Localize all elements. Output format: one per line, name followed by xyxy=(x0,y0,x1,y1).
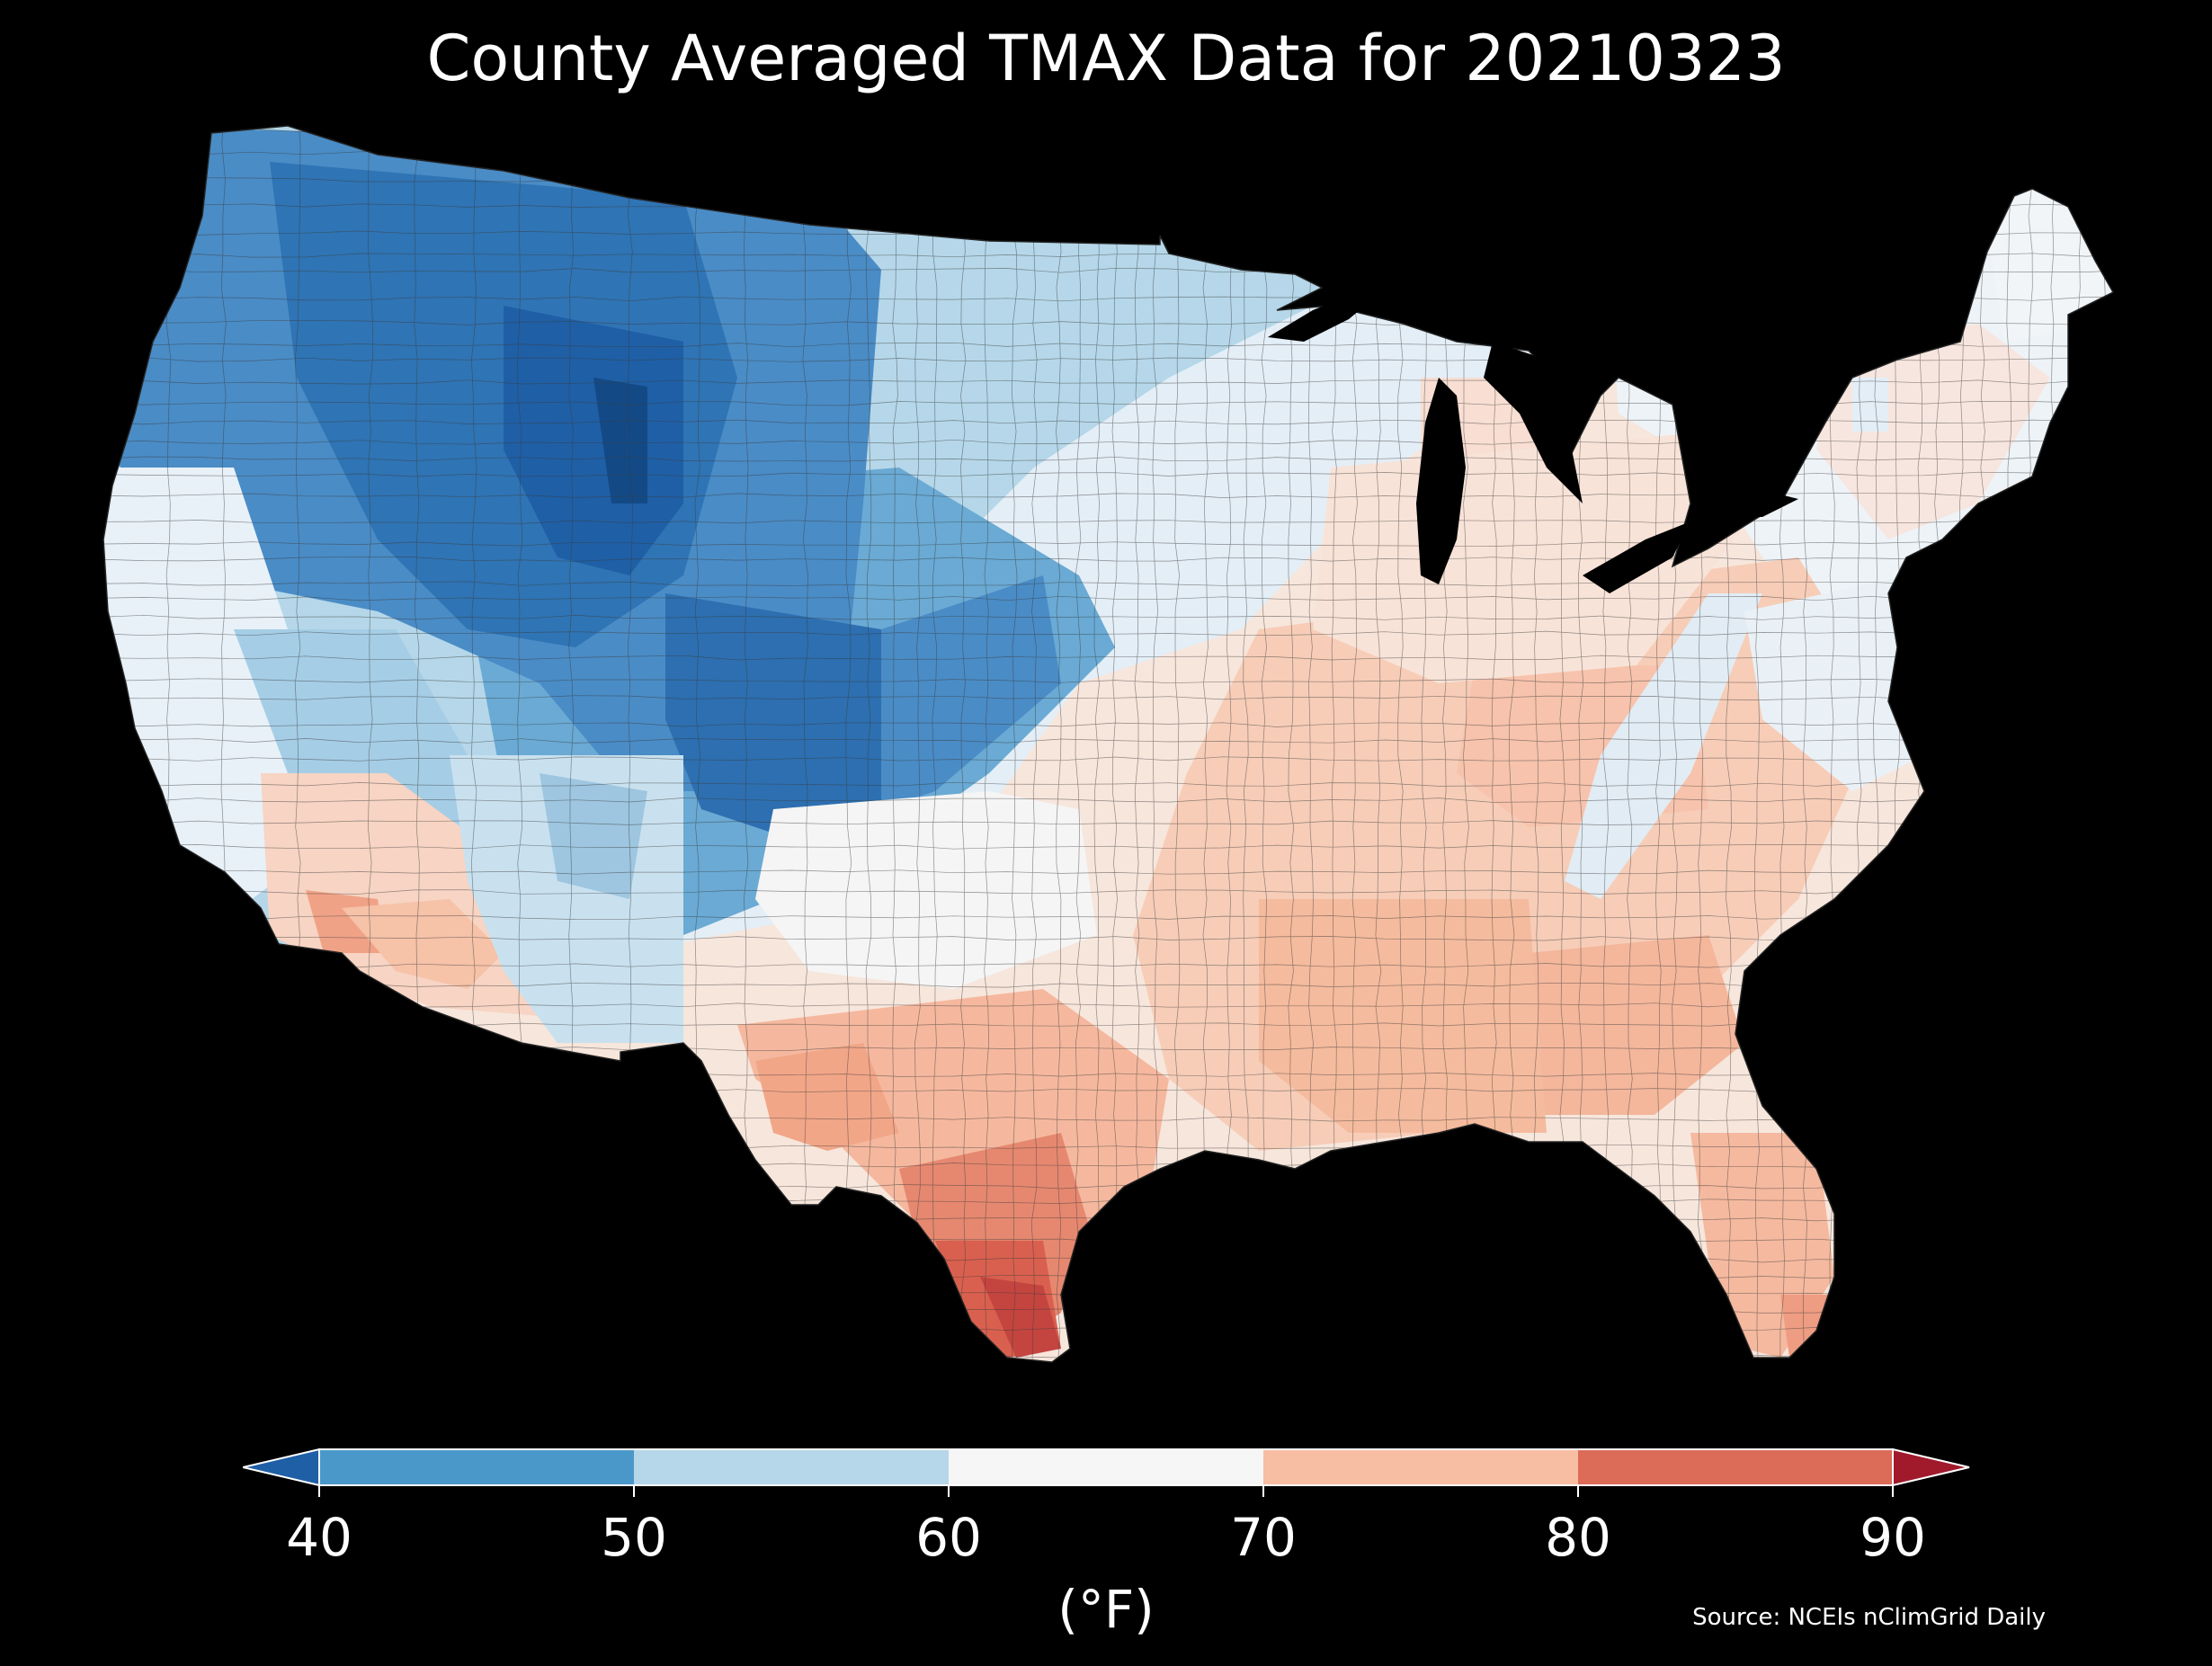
county-border-line xyxy=(2102,126,2109,1362)
county-border-line xyxy=(103,520,2113,524)
temperature-fill xyxy=(103,126,2113,1362)
colorbar-bin-70-80 xyxy=(1263,1449,1578,1485)
county-border-line xyxy=(90,1380,2140,1385)
county-border-line xyxy=(1056,126,1062,1362)
colorbar-tick-70: 70 xyxy=(1230,1507,1297,1568)
county-border-line xyxy=(103,493,2113,498)
county-border-line xyxy=(103,557,2113,562)
lake-huron xyxy=(1484,342,1583,503)
county-border-line xyxy=(103,889,2113,895)
county-border-line xyxy=(103,655,2113,661)
county-border-line xyxy=(103,1308,2113,1314)
county-border-line xyxy=(103,150,2113,156)
county-border-line xyxy=(103,695,2113,700)
county-border-line xyxy=(103,820,2113,825)
county-border-line xyxy=(103,1198,2113,1204)
colorbar-bin-80-90 xyxy=(1578,1449,1893,1485)
county-border-line xyxy=(1075,126,1082,1362)
county-border-line xyxy=(103,630,2113,637)
county-border-line xyxy=(845,126,852,1362)
county-border-line xyxy=(959,126,967,1362)
county-border-line xyxy=(103,844,2113,850)
county-border-line xyxy=(103,869,2113,875)
colorbar-bin-40-50 xyxy=(319,1449,634,1485)
county-border-line xyxy=(1012,126,1018,1362)
county-border-line xyxy=(103,128,2113,133)
lake-michigan xyxy=(1416,378,1466,584)
county-border-line xyxy=(103,471,2113,477)
county-border-line xyxy=(103,1355,2113,1360)
colorbar-tick-40: 40 xyxy=(286,1507,352,1568)
county-border-line xyxy=(2127,108,2133,1403)
county-border-line xyxy=(103,756,2113,762)
source-credit: Source: NCEIs nClimGrid Daily xyxy=(1692,1604,2046,1631)
temperature-colorbar xyxy=(243,1448,1970,1497)
county-border-line xyxy=(1958,126,1965,1362)
county-border-line xyxy=(90,1407,2140,1412)
county-border-line xyxy=(103,722,2113,727)
us-county-map xyxy=(90,108,2140,1412)
lake-erie xyxy=(1583,521,1690,593)
lake-superior xyxy=(1268,270,1403,342)
county-border-line xyxy=(984,126,990,1362)
county-border-line xyxy=(1111,126,1119,1362)
great-lakes xyxy=(1268,270,1798,593)
colorbar-frame xyxy=(318,1448,1894,1486)
county-border-line xyxy=(103,1326,2113,1332)
county-border-line xyxy=(103,581,2113,587)
colorbar-tick-60: 60 xyxy=(915,1507,982,1568)
county-border-line xyxy=(103,595,2113,601)
colorbar-bin-60-70 xyxy=(949,1449,1263,1485)
colorbar-extend-high xyxy=(1892,1448,1970,1487)
colorbar-tick-90: 90 xyxy=(1860,1507,1926,1568)
county-border-line xyxy=(103,914,2113,921)
county-border-line xyxy=(103,781,2113,788)
colorbar-unit-label: (°F) xyxy=(1057,1579,1155,1640)
us-county-map-svg xyxy=(90,108,2140,1412)
county-border-line xyxy=(103,797,2113,803)
county-border-line xyxy=(103,541,2113,547)
county-border-line xyxy=(103,1291,2113,1297)
lake-ontario xyxy=(1708,490,1798,517)
county-border-line xyxy=(103,678,2113,684)
county-border-line xyxy=(103,614,2113,620)
county-border-line xyxy=(1917,126,1924,1362)
map-title: County Averaged TMAX Data for 20210323 xyxy=(426,22,1786,95)
colorbar-tick-50: 50 xyxy=(601,1507,667,1568)
county-border-line xyxy=(1030,126,1038,1362)
colorbar-bin-50-60 xyxy=(634,1449,949,1485)
county-border-line xyxy=(103,738,2113,744)
colorbar-tick-80: 80 xyxy=(1545,1507,1611,1568)
colorbar-extend-low xyxy=(243,1448,320,1487)
county-border-line xyxy=(1934,126,1940,1362)
